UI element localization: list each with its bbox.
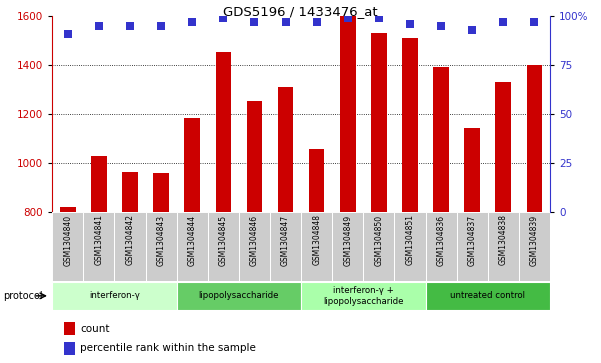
Text: count: count bbox=[80, 323, 109, 334]
Text: GSM1304845: GSM1304845 bbox=[219, 215, 228, 266]
Bar bbox=[488, 212, 519, 281]
Text: GSM1304841: GSM1304841 bbox=[94, 215, 103, 265]
Text: untreated control: untreated control bbox=[450, 291, 525, 300]
Bar bbox=[465, 128, 480, 212]
Text: GSM1304843: GSM1304843 bbox=[157, 215, 166, 266]
Text: GSM1304842: GSM1304842 bbox=[126, 215, 135, 265]
Bar bbox=[208, 212, 239, 281]
Text: GDS5196 / 1433476_at: GDS5196 / 1433476_at bbox=[223, 5, 378, 19]
Bar bbox=[433, 66, 449, 212]
Text: GSM1304838: GSM1304838 bbox=[499, 215, 508, 265]
Text: GSM1304844: GSM1304844 bbox=[188, 215, 197, 266]
Bar bbox=[239, 212, 270, 281]
Bar bbox=[426, 282, 550, 310]
Bar bbox=[426, 212, 457, 281]
Bar bbox=[91, 156, 107, 212]
Text: GSM1304848: GSM1304848 bbox=[312, 215, 321, 265]
Bar bbox=[340, 16, 356, 212]
Bar bbox=[270, 212, 301, 281]
Bar bbox=[495, 82, 511, 212]
Bar bbox=[526, 65, 542, 212]
Text: GSM1304846: GSM1304846 bbox=[250, 215, 259, 266]
Text: GSM1304839: GSM1304839 bbox=[530, 215, 539, 266]
Bar bbox=[301, 212, 332, 281]
Bar bbox=[177, 282, 301, 310]
Bar bbox=[177, 212, 208, 281]
Text: GSM1304836: GSM1304836 bbox=[436, 215, 445, 266]
Bar bbox=[394, 212, 426, 281]
Bar bbox=[114, 212, 145, 281]
Bar bbox=[145, 212, 177, 281]
Text: GSM1304851: GSM1304851 bbox=[406, 215, 415, 265]
Bar bbox=[52, 212, 84, 281]
Bar bbox=[185, 118, 200, 212]
Text: GSM1304847: GSM1304847 bbox=[281, 215, 290, 266]
Text: percentile rank within the sample: percentile rank within the sample bbox=[80, 343, 256, 354]
Bar bbox=[122, 172, 138, 212]
Bar bbox=[332, 212, 363, 281]
Bar bbox=[278, 87, 293, 212]
Bar bbox=[84, 212, 115, 281]
Bar bbox=[309, 149, 325, 212]
Text: interferon-γ: interferon-γ bbox=[89, 291, 140, 300]
Bar bbox=[52, 282, 177, 310]
Text: GSM1304840: GSM1304840 bbox=[63, 215, 72, 266]
Bar bbox=[371, 33, 386, 212]
Bar bbox=[153, 173, 169, 212]
Text: GSM1304849: GSM1304849 bbox=[343, 215, 352, 266]
Text: GSM1304850: GSM1304850 bbox=[374, 215, 383, 266]
Bar bbox=[246, 101, 262, 212]
Text: GSM1304837: GSM1304837 bbox=[468, 215, 477, 266]
Bar bbox=[301, 282, 426, 310]
Bar bbox=[216, 52, 231, 212]
Text: protocol: protocol bbox=[3, 291, 43, 301]
Text: interferon-γ +
lipopolysaccharide: interferon-γ + lipopolysaccharide bbox=[323, 286, 403, 306]
Bar bbox=[60, 208, 76, 212]
Bar bbox=[364, 212, 394, 281]
Bar bbox=[457, 212, 488, 281]
Bar bbox=[402, 38, 418, 212]
Text: lipopolysaccharide: lipopolysaccharide bbox=[199, 291, 279, 300]
Bar bbox=[519, 212, 550, 281]
